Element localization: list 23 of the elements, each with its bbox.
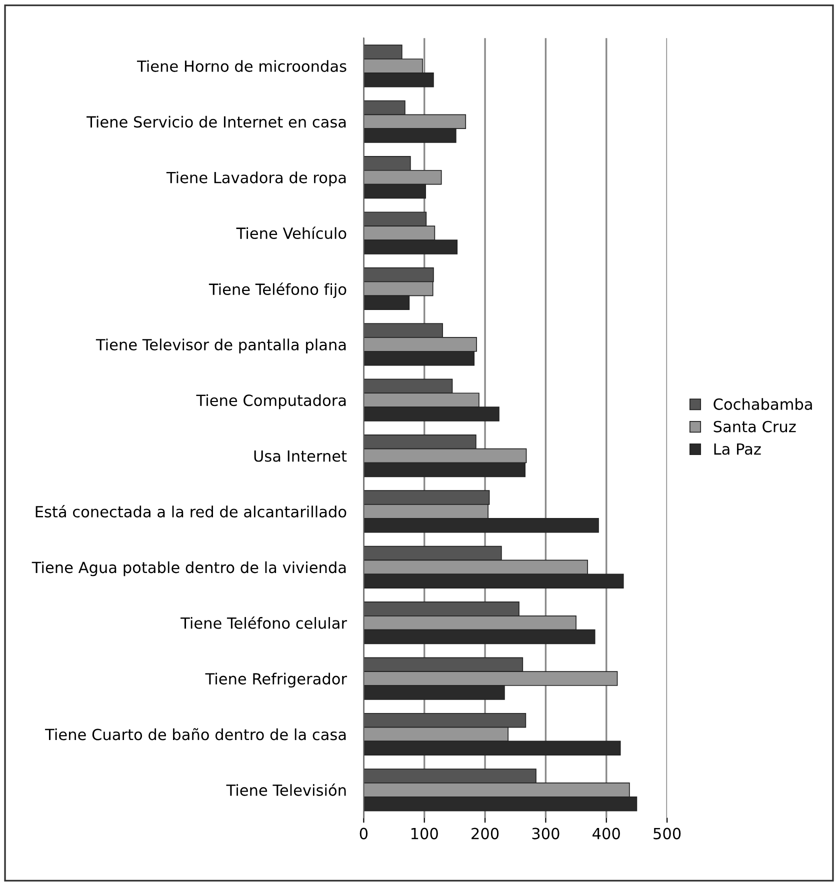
legend-label: Cochabamba (714, 398, 812, 410)
x-tick-label: 200 (472, 828, 499, 840)
x-tick-label: 400 (592, 828, 620, 840)
legend-label: La Paz (714, 443, 761, 455)
y-tick-label: Tiene Teléfono fijo (208, 282, 346, 298)
y-tick-label: Tiene Teléfono celular (180, 616, 348, 629)
y-tick-label: Tiene Vehículo (236, 226, 346, 240)
y-tick-label: Tiene Refrigerador (205, 672, 348, 688)
x-tick-label: 500 (654, 828, 681, 840)
y-tick-label: Tiene Servicio de Internet en casa (86, 116, 346, 128)
y-tick-label: Está conectada a la red de alcantarillado (36, 505, 346, 518)
y-tick-label: Usa Internet (254, 450, 347, 462)
x-tick-label: 300 (532, 828, 560, 840)
y-tick-label: Tiene Televisor de pantalla plana (96, 338, 346, 354)
x-tick-label: 100 (411, 828, 438, 840)
y-tick-label: Tiene Computadora (196, 394, 346, 410)
x-tick-label: 0 (360, 828, 368, 840)
y-tick-label: Tiene Horno de microondas (136, 60, 346, 72)
y-tick-label: Tiene Agua potable dentro de la vivienda (32, 561, 346, 576)
y-tick-label: Tiene Televisión (226, 784, 346, 796)
y-tick-label: Tiene Lavadora de ropa (166, 172, 346, 186)
y-tick-label: Tiene Cuarto de baño dentro de la casa (45, 728, 346, 740)
legend-label: Santa Cruz (714, 420, 796, 432)
